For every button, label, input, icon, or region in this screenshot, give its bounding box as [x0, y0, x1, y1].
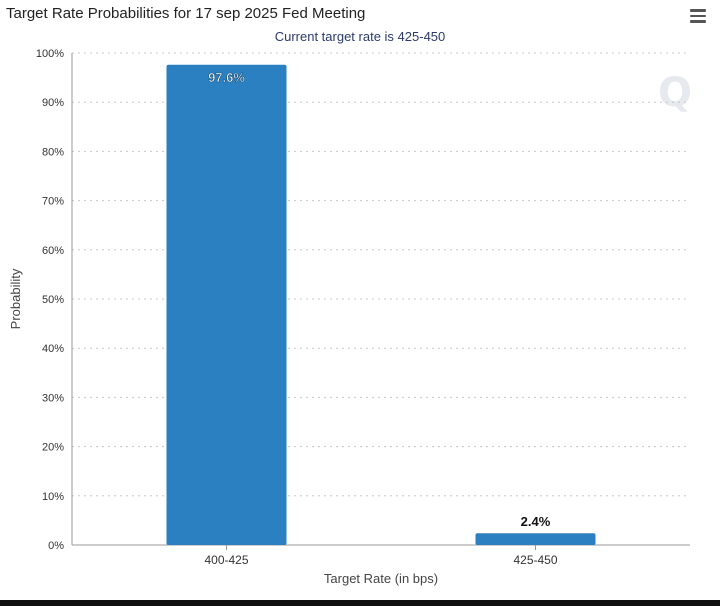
y-tick-label: 20% — [42, 442, 64, 454]
y-tick-label: 60% — [42, 245, 64, 257]
bar[interactable] — [166, 64, 287, 546]
y-tick-label: 50% — [42, 294, 64, 306]
x-tick-label: 400-425 — [204, 553, 248, 567]
chart-title: Target Rate Probabilities for 17 sep 202… — [6, 5, 366, 22]
y-tick-label: 90% — [42, 97, 64, 109]
data-label: 2.4% — [521, 514, 551, 529]
watermark-logo: Q — [658, 70, 693, 116]
y-tick-label: 100% — [36, 48, 64, 60]
data-label: 97.6% — [208, 70, 245, 85]
x-axis-title: Target Rate (in bps) — [324, 571, 438, 586]
x-tick-label: 425-450 — [513, 553, 557, 567]
hamburger-menu-icon[interactable] — [690, 9, 706, 23]
y-tick-label: 30% — [42, 392, 64, 404]
y-tick-label: 40% — [42, 343, 64, 355]
y-tick-label: 0% — [48, 540, 64, 552]
y-tick-label: 10% — [42, 491, 64, 503]
y-tick-label: 70% — [42, 196, 64, 208]
bar[interactable] — [475, 533, 596, 545]
bottom-border — [0, 600, 720, 606]
y-tick-label: 80% — [42, 146, 64, 158]
y-axis-title: Probability — [8, 268, 23, 329]
chart-subtitle: Current target rate is 425-450 — [274, 29, 446, 44]
